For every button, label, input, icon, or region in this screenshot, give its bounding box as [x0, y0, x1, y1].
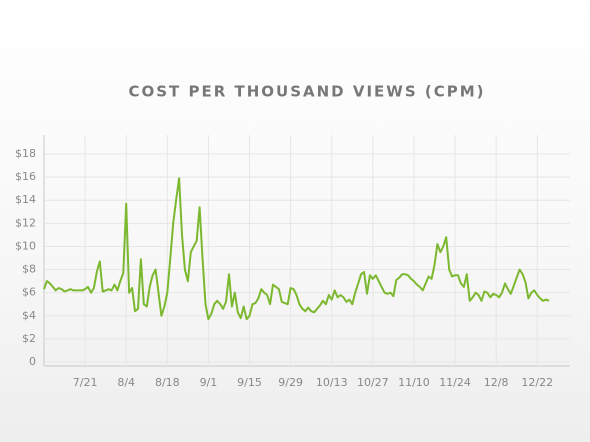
x-tick-label: 8/4 — [117, 376, 135, 389]
y-tick-label: $12 — [15, 216, 36, 229]
x-tick-label: 12/22 — [521, 376, 553, 389]
y-tick-label: $14 — [15, 193, 36, 206]
x-tick-label: 8/18 — [155, 376, 180, 389]
x-tick-label: 9/29 — [278, 376, 303, 389]
chart-title: COST PER THOUSAND VIEWS (CPM) — [128, 83, 485, 101]
y-tick-label: $8 — [22, 263, 36, 276]
y-tick-label: $18 — [15, 147, 36, 160]
x-tick-label: 9/15 — [237, 376, 262, 389]
y-tick-label: 0 — [29, 355, 36, 368]
x-tick-label: 10/13 — [316, 376, 348, 389]
y-tick-label: $2 — [22, 332, 36, 345]
y-tick-label: $16 — [15, 170, 36, 183]
y-tick-label: $6 — [22, 286, 36, 299]
x-tick-label: 10/27 — [357, 376, 389, 389]
y-tick-label: $4 — [22, 309, 36, 322]
line — [43, 177, 550, 321]
x-tick-label: 12/8 — [484, 376, 509, 389]
x-tick-label: 9/1 — [200, 376, 218, 389]
x-tick-label: 11/24 — [439, 376, 471, 389]
y-tick-label: $10 — [15, 239, 36, 252]
x-tick-label: 11/10 — [398, 376, 430, 389]
x-tick-label: 7/21 — [73, 376, 98, 389]
